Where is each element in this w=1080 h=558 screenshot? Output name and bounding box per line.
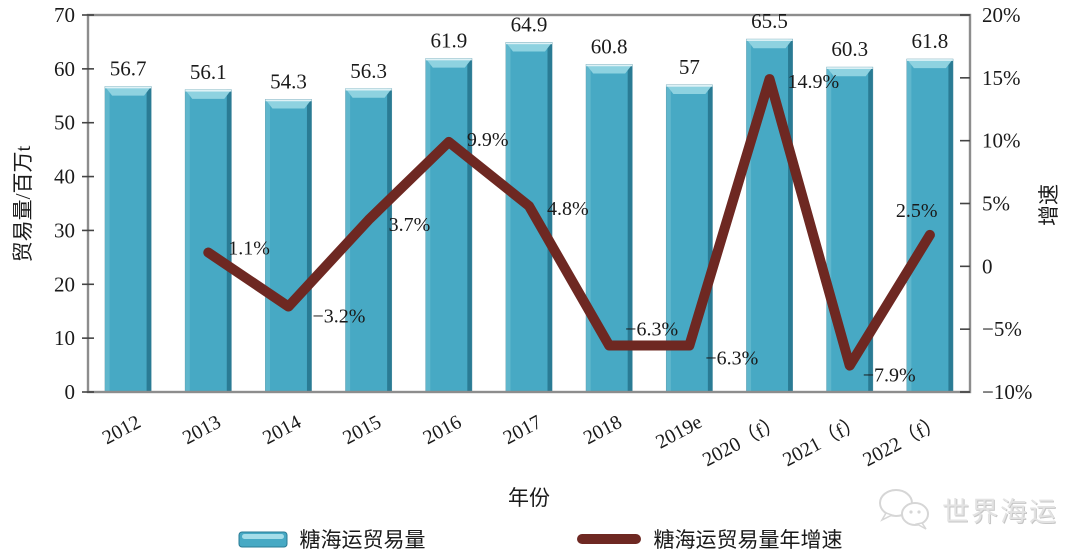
bar-value-label: 61.8 bbox=[912, 29, 949, 53]
bar bbox=[826, 66, 874, 393]
line-point-label: −6.3% bbox=[625, 319, 678, 341]
x-category-label: 2013 bbox=[179, 411, 225, 449]
right-tick-label: 10% bbox=[982, 129, 1021, 153]
bar bbox=[906, 58, 954, 393]
data-labels-group: 56.7 56.1 54.3 56.3 61.9 64.9 60.8 57 65.5 60.3 61… bbox=[110, 9, 949, 386]
x-category-label: 2022（f） bbox=[859, 410, 946, 471]
line-point-label: −6.3% bbox=[705, 348, 758, 370]
bar bbox=[184, 89, 232, 393]
bars-group bbox=[104, 38, 954, 393]
legend-item-growth: 糖海运贸易量年增速 bbox=[576, 524, 843, 554]
bar-value-label: 60.8 bbox=[591, 35, 628, 59]
line-swatch-icon bbox=[576, 534, 641, 544]
x-category-label: 2018 bbox=[580, 411, 626, 449]
bar bbox=[265, 99, 312, 393]
x-category-label: 2016 bbox=[420, 411, 466, 449]
left-tick-label: 50 bbox=[54, 111, 75, 135]
x-category-label: 2021（f） bbox=[779, 410, 866, 471]
bar-value-label: 56.1 bbox=[190, 60, 227, 84]
x-category-label: 2019e bbox=[652, 411, 706, 453]
line-point-label: −3.2% bbox=[312, 306, 365, 328]
wechat-bubbles-icon bbox=[879, 489, 929, 530]
right-tick-label: −10% bbox=[982, 380, 1032, 404]
bar-value-label: 56.7 bbox=[110, 57, 147, 81]
left-tick-label: 20 bbox=[54, 272, 75, 296]
left-tick-label: 10 bbox=[54, 326, 75, 350]
x-category-label: 2017 bbox=[500, 411, 546, 449]
x-category-label: 2014 bbox=[259, 411, 305, 449]
right-tick-label: −5% bbox=[982, 317, 1022, 341]
legend-label-growth: 糖海运贸易量年增速 bbox=[653, 528, 843, 552]
x-axis-title: 年份 bbox=[508, 486, 550, 510]
line-point-label: 9.9% bbox=[467, 129, 509, 151]
bar-value-label: 60.3 bbox=[831, 37, 868, 61]
right-tick-label: 5% bbox=[982, 192, 1010, 216]
bar-value-label: 61.9 bbox=[430, 29, 467, 53]
line-point-label: 14.9% bbox=[788, 71, 840, 93]
x-category-label: 2020（f） bbox=[699, 410, 786, 471]
watermark: 世界海运 bbox=[874, 486, 1058, 532]
left-tick-label: 60 bbox=[54, 57, 75, 81]
line-point-label: 2.5% bbox=[896, 200, 938, 222]
legend-item-volume: 糖海运贸易量 bbox=[238, 524, 426, 554]
bar-value-label: 57 bbox=[679, 55, 700, 79]
left-tick-label: 40 bbox=[54, 165, 75, 189]
left-tick-label: 70 bbox=[54, 3, 75, 27]
line-point-label: 4.8% bbox=[547, 198, 589, 220]
growth-line bbox=[203, 74, 935, 371]
x-category-label: 2012 bbox=[99, 411, 145, 449]
x-category-label: 2015 bbox=[339, 411, 385, 449]
bar-value-label: 56.3 bbox=[350, 59, 387, 83]
bar bbox=[505, 42, 553, 393]
right-tick-label: 20% bbox=[982, 3, 1021, 27]
watermark-text: 世界海运 bbox=[942, 496, 1058, 527]
bar-value-label: 54.3 bbox=[270, 70, 307, 94]
right-tick-label: 0 bbox=[982, 254, 993, 278]
line-point-label: 3.7% bbox=[389, 214, 431, 236]
bar-value-label: 64.9 bbox=[511, 12, 548, 36]
bar bbox=[104, 86, 152, 393]
right-axis-title: 增速 bbox=[1037, 184, 1061, 226]
left-axis-title: 贸易量/百万t bbox=[11, 146, 35, 263]
left-tick-label: 0 bbox=[65, 380, 76, 404]
bar-swatch-icon bbox=[238, 531, 287, 548]
line-point-label: 1.1% bbox=[228, 238, 270, 260]
left-tick-label: 30 bbox=[54, 218, 75, 242]
bar bbox=[425, 58, 473, 393]
right-tick-label: 15% bbox=[982, 66, 1021, 90]
line-point-label: −7.9% bbox=[863, 365, 916, 387]
bar-value-label: 65.5 bbox=[751, 9, 788, 33]
growth-line-group bbox=[203, 74, 935, 371]
legend-label-volume: 糖海运贸易量 bbox=[299, 528, 426, 552]
legend: 糖海运贸易量 糖海运贸易量年增速 bbox=[0, 524, 1080, 554]
